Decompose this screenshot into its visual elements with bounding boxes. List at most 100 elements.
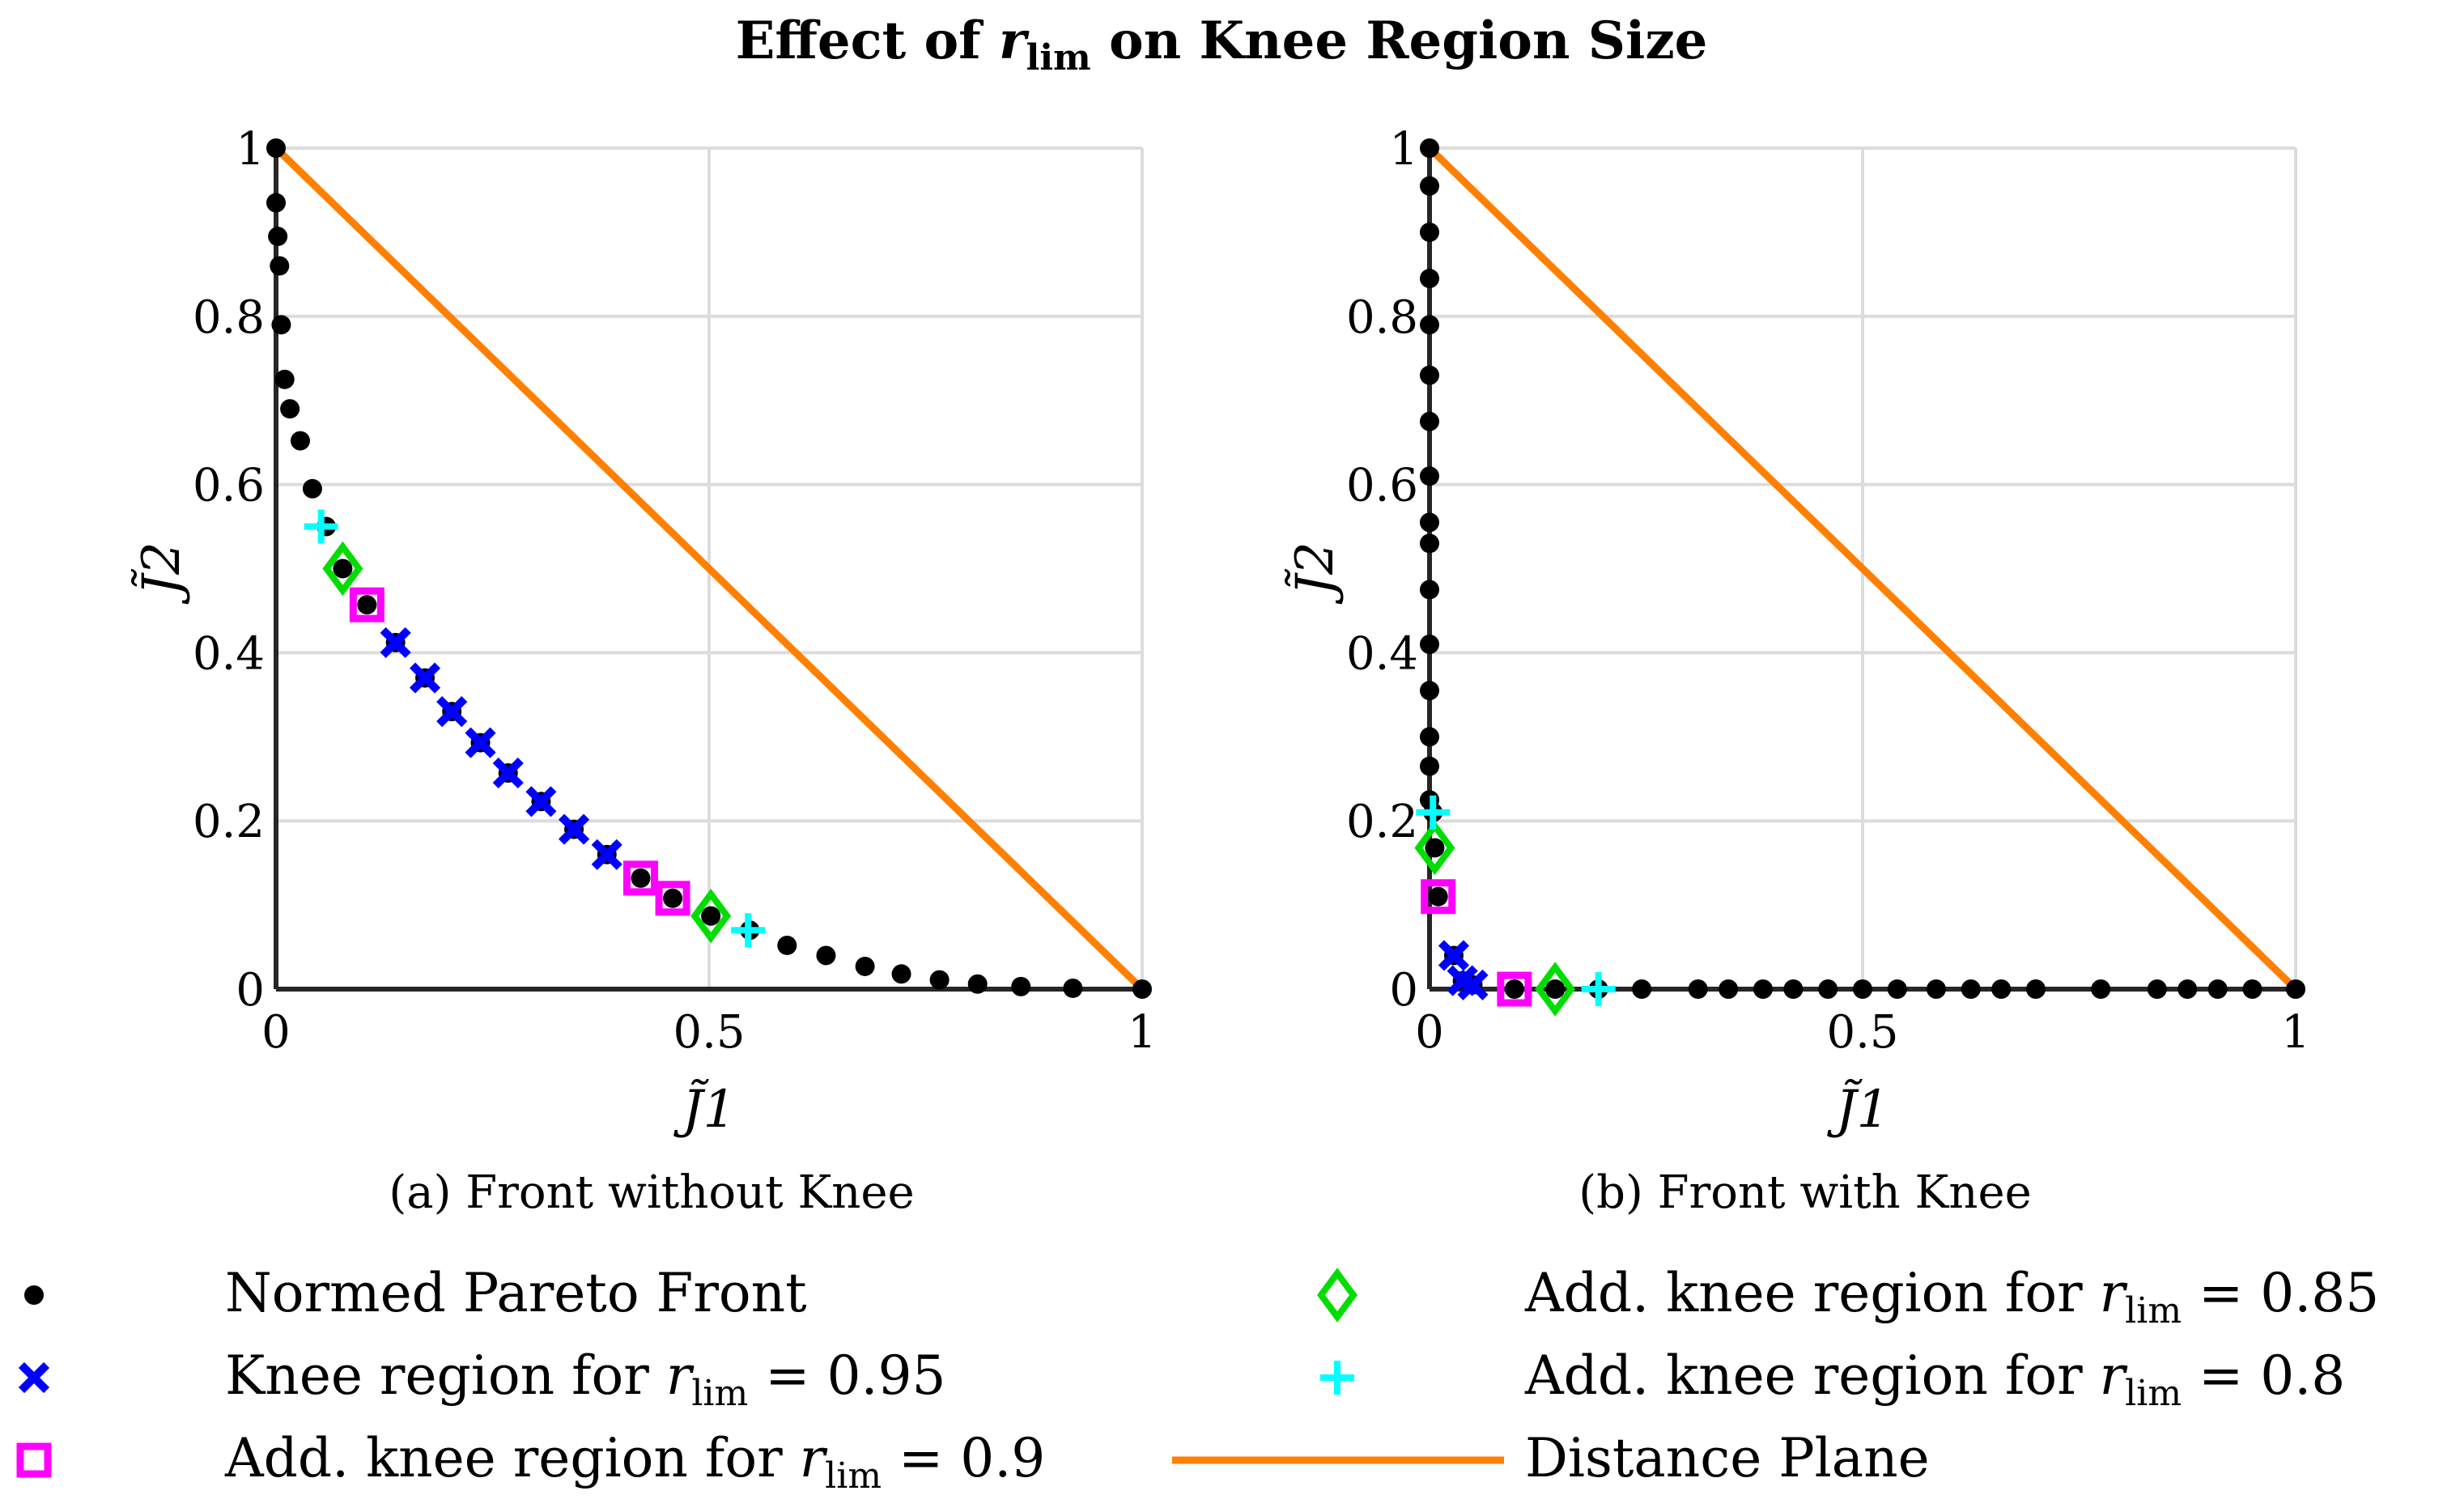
panel-a-distance-plane-line (273, 145, 1145, 992)
panel-a-y-tick-label: 0.6 (193, 460, 265, 512)
legend-label: Add. knee region for rlim = 0.8 (1524, 1344, 2345, 1414)
panel-a-series-plus (304, 509, 766, 948)
panel-b-point-dot (1420, 756, 1439, 776)
panel-b-y-tick-label: 0 (1389, 964, 1418, 1017)
panel-b-point-dot (2091, 979, 2111, 999)
panel-b-point-plus (1416, 795, 1451, 830)
panel-a-point-square (655, 881, 690, 916)
legend-label: Add. knee region for rlim = 0.9 (224, 1427, 1045, 1497)
panel-b-point-dot (1783, 979, 1804, 999)
panel-a-grid (276, 147, 1144, 989)
panel-a-y-tick-label: 0.2 (193, 796, 265, 848)
legend-label-subscript: lim (2125, 1290, 2182, 1331)
panel-b-x-axis-label: J̃1 (1827, 1079, 1889, 1140)
legend-label-subscript: lim (825, 1455, 882, 1497)
legend-label-variable: r (800, 1427, 828, 1489)
legend-label-value: = 0.8 (2182, 1344, 2345, 1407)
legend-label-variable: r (2100, 1262, 2128, 1324)
panel-a-point-dot (268, 227, 288, 247)
legend-marker-dot (24, 1285, 44, 1305)
panel-b-series-dot (1420, 138, 2305, 999)
panel-b-series-diamond (1414, 820, 1576, 1017)
legend-marker-square (16, 1442, 52, 1478)
panel-a-point-dot (929, 970, 950, 990)
panel-b-point-dot (1753, 979, 1773, 999)
panel-b-y-tick-label: 0.4 (1346, 627, 1418, 680)
panel-a-point-square (349, 587, 385, 622)
caption-a: (a) Front without Knee (389, 1166, 914, 1219)
panel-a-y-tick-label: 0.8 (193, 291, 265, 344)
title-prefix: Effect of (736, 11, 999, 71)
panel-b-distance-plane-line (1426, 145, 2299, 992)
panel-a-point-square (622, 860, 658, 896)
panel-b-x-tick-label: 1 (2281, 1006, 2310, 1059)
panel-b-y-axis-label: J̃2 (1285, 542, 1345, 604)
panel-a-point-dot (967, 974, 988, 994)
panel-b-point-diamond (1535, 962, 1576, 1017)
legend-item-line: Distance Plane (1172, 1427, 1930, 1489)
panel-b-series-square (1421, 879, 1532, 1007)
legend-label: Knee region for rlim = 0.95 (225, 1344, 945, 1414)
panel-b-point-dot (1887, 979, 1907, 999)
legend: Normed Pareto Front Knee region for rlim … (16, 1262, 2379, 1497)
panel-a-point-dot (891, 964, 911, 984)
panel-b-point-dot (1420, 176, 1439, 196)
panel-a-point-plus (731, 913, 766, 948)
panel-a-point-x (465, 727, 496, 758)
panel-b-point-dot (1425, 838, 1445, 858)
panel-b-point-x (1438, 940, 1470, 971)
panel-b-point-square (1497, 971, 1532, 1007)
panel-a-series-diamond (322, 541, 732, 944)
panel-a-y-tick-label: 1 (236, 123, 265, 176)
panel-a-x-tick-label: 1 (1128, 1006, 1157, 1059)
panel-b-point-dot (1420, 727, 1439, 747)
legend-marker-plus (1320, 1361, 1354, 1395)
panel-b-series-x (1438, 940, 1489, 1000)
panel-a-point-diamond (690, 888, 732, 944)
panel-b-front-with-knee: 0 0.5 1 0 0.2 0.4 0.6 0.8 1 J̃1 J̃2 (1285, 123, 2309, 1140)
legend-label-value: = 0.9 (882, 1427, 1045, 1489)
panel-b-point-dot (1420, 512, 1439, 533)
panel-b-point-dot (1991, 979, 2012, 999)
panel-a-point-x (380, 626, 411, 659)
legend-marker-x (18, 1361, 50, 1394)
panel-a-point-dot (631, 868, 651, 888)
panel-b-series-line (1426, 145, 2299, 992)
panel-b-point-dot (2026, 979, 2046, 999)
panel-a-x-axis-label: J̃1 (673, 1079, 736, 1140)
panel-b-point-dot (1420, 365, 1439, 385)
panel-a-point-dot (855, 956, 875, 976)
panel-b-y-tick-label: 0.6 (1346, 460, 1418, 512)
panel-b-point-dot (1545, 979, 1566, 999)
legend-label-subscript: lim (691, 1373, 748, 1414)
panel-a-point-dot (290, 431, 310, 451)
legend-item-dot: Normed Pareto Front (24, 1262, 807, 1324)
panel-b-point-diamond (1414, 820, 1455, 876)
legend-label-variable: r (666, 1344, 695, 1407)
panel-a-point-dot (266, 138, 286, 158)
panel-b-point-dot (2286, 979, 2305, 999)
panel-b-point-dot (1504, 979, 1524, 999)
legend-label-value: = 0.85 (2182, 1262, 2379, 1324)
panel-b-point-dot (1420, 681, 1439, 701)
panel-a-point-x (591, 839, 622, 870)
panel-a-point-x (559, 813, 590, 845)
title-suffix: on Knee Region Size (1091, 11, 1708, 71)
panel-b-point-dot (1420, 222, 1439, 242)
panel-b-y-tick-label: 1 (1389, 123, 1418, 176)
title-subscript: lim (1026, 37, 1091, 79)
figure-title: Effect of rlim on Knee Region Size (736, 11, 1708, 79)
panel-a-y-tick-label: 0 (236, 964, 265, 1017)
panel-a-point-dot (663, 888, 683, 908)
panel-b-point-dot (1420, 533, 1439, 554)
panel-a-point-dot (266, 193, 286, 213)
panel-b-point-dot (1420, 635, 1439, 655)
panel-b-y-tick-label: 0.2 (1346, 796, 1418, 848)
panel-a-series-x (380, 626, 622, 870)
legend-label-prefix: Add. knee region for (1524, 1344, 2100, 1407)
panel-a-point-dot (274, 369, 295, 389)
panel-a-front-without-knee: 0 0.5 1 0 0.2 0.4 0.6 0.8 1 J̃1 J̃2 (131, 123, 1156, 1140)
panel-b-y-tick-label: 0.8 (1346, 291, 1418, 344)
panel-a-point-x (492, 757, 524, 789)
